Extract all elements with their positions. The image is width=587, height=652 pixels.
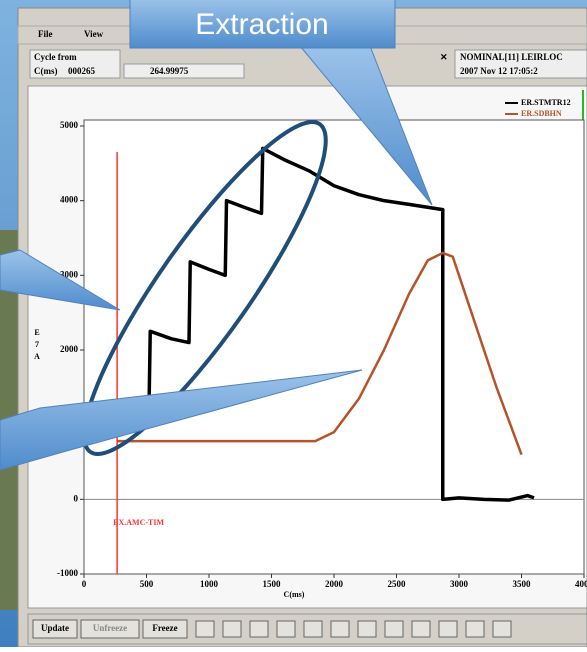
info-value: NOMINAL[11] LEIRLOC xyxy=(460,52,563,62)
button-label[interactable]: Freeze xyxy=(152,623,177,633)
toolbar-icon[interactable] xyxy=(358,621,376,637)
info-value: 2007 Nov 12 17:05:2 xyxy=(460,66,538,76)
toolbar-icon[interactable] xyxy=(385,621,403,637)
toolbar-icon[interactable] xyxy=(412,621,430,637)
toolbar-icon[interactable] xyxy=(223,621,241,637)
toolbar-icon[interactable] xyxy=(331,621,349,637)
y-tick-label: -1000 xyxy=(57,568,78,578)
menu-item[interactable]: File xyxy=(38,29,53,39)
legend-label: ER.SDBHN xyxy=(521,109,562,118)
info-label: C(ms) xyxy=(34,66,58,76)
y-tick-label: 5000 xyxy=(60,120,79,130)
screenshot: File View Cycle from C(ms) 000265 264.99… xyxy=(0,0,587,647)
button-label[interactable]: Unfreeze xyxy=(93,623,127,633)
x-tick-label: 1000 xyxy=(200,579,219,589)
toolbar-icon[interactable] xyxy=(196,621,214,637)
toolbar-icon[interactable] xyxy=(439,621,457,637)
x-tick-label: 2500 xyxy=(388,579,407,589)
x-tick-label: 1500 xyxy=(263,579,282,589)
y-tick-label: 0 xyxy=(74,493,79,503)
info-label: Cycle from xyxy=(34,52,77,62)
plot-area xyxy=(84,120,584,574)
toolbar-icon[interactable] xyxy=(250,621,268,637)
y-tick-label: 4000 xyxy=(60,195,79,205)
x-tick-label: 4000 xyxy=(575,579,587,589)
x-tick-label: 3000 xyxy=(450,579,469,589)
close-icon[interactable]: ✕ xyxy=(440,52,448,62)
x-tick-label: 500 xyxy=(140,579,154,589)
toolbar-icon[interactable] xyxy=(277,621,295,637)
toolbar-icon[interactable] xyxy=(304,621,322,637)
info-value: 264.99975 xyxy=(150,66,189,76)
y-axis-label: 7 xyxy=(35,340,39,349)
annotation-text: EX.AMC-TIM xyxy=(113,518,164,527)
x-tick-label: 2000 xyxy=(325,579,344,589)
chart: -100001000200030004000500005001000150020… xyxy=(34,98,587,599)
y-axis-label: A xyxy=(34,352,40,361)
x-axis-label: C(ms) xyxy=(284,590,305,599)
x-tick-label: 3500 xyxy=(513,579,532,589)
legend-label: ER.STMTR12 xyxy=(521,98,571,107)
menu-item[interactable]: View xyxy=(84,29,104,39)
toolbar-icon[interactable] xyxy=(493,621,511,637)
x-tick-label: 0 xyxy=(82,579,87,589)
info-value: 000265 xyxy=(68,66,96,76)
callout-text: Extraction xyxy=(195,8,328,41)
y-axis-label: E xyxy=(34,328,39,337)
toolbar-icon[interactable] xyxy=(466,621,484,637)
button-label[interactable]: Update xyxy=(41,623,69,633)
y-tick-label: 2000 xyxy=(60,344,79,354)
